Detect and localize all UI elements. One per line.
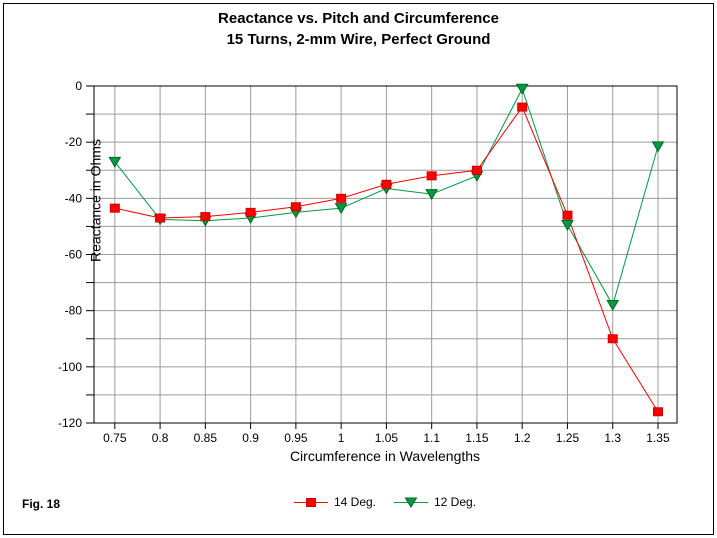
legend-marker-14-deg bbox=[305, 497, 316, 507]
x-tick-label: 0.95 bbox=[284, 431, 308, 445]
y-tick-label: -60 bbox=[65, 248, 83, 262]
chart-title: Reactance vs. Pitch and Circumference 15… bbox=[0, 8, 717, 50]
legend-swatch-14-deg bbox=[293, 497, 328, 507]
series-14-deg-marker bbox=[109, 203, 120, 213]
chart-title-line2: 15 Turns, 2-mm Wire, Perfect Ground bbox=[226, 31, 491, 48]
series-14-deg-marker bbox=[471, 165, 482, 175]
x-axis-title: Circumference in Wavelengths bbox=[289, 448, 481, 464]
legend: 14 Deg. 12 Deg. bbox=[293, 495, 476, 509]
x-tick-label: 0.8 bbox=[152, 431, 169, 445]
y-tick-label: -100 bbox=[58, 360, 82, 374]
x-tick-label: 0.85 bbox=[194, 431, 218, 445]
plot-border bbox=[93, 85, 678, 424]
series-14-deg-marker bbox=[607, 334, 618, 344]
x-tick-label: 0.9 bbox=[242, 431, 259, 445]
y-tick-label: -20 bbox=[65, 135, 83, 149]
x-tick-label: 1.2 bbox=[514, 431, 531, 445]
series-14-deg-marker bbox=[426, 171, 437, 181]
chart-title-line1: Reactance vs. Pitch and Circumference bbox=[218, 10, 499, 27]
y-tick-label: -80 bbox=[65, 304, 83, 318]
legend-swatch-12-deg bbox=[394, 497, 428, 508]
legend-label-12-deg: 12 Deg. bbox=[434, 495, 477, 509]
y-tick-label: -120 bbox=[58, 416, 82, 430]
x-tick-label: 1.05 bbox=[375, 431, 399, 445]
x-tick-label: 1.3 bbox=[604, 431, 621, 445]
series-12-deg-marker bbox=[651, 141, 665, 153]
series-14-deg-marker bbox=[290, 202, 301, 212]
series-12-deg-marker bbox=[425, 189, 439, 201]
series-12-deg-marker bbox=[561, 220, 574, 232]
series-14-deg-marker bbox=[562, 210, 573, 220]
series-14-deg-marker bbox=[155, 213, 166, 223]
x-tick-label: 1.1 bbox=[423, 431, 440, 445]
y-tick-label: -40 bbox=[65, 191, 83, 205]
x-tick-label: 1.15 bbox=[465, 431, 489, 445]
x-tick-label: 0.75 bbox=[103, 431, 127, 445]
x-tick-label: 1 bbox=[338, 431, 345, 445]
series-14-deg-marker bbox=[200, 212, 211, 222]
series-12-deg-marker bbox=[108, 156, 122, 168]
y-axis-title: Reactance in Ohms bbox=[87, 139, 104, 262]
series-14-deg-marker bbox=[336, 193, 347, 203]
legend-item-12-deg: 12 Deg. bbox=[394, 495, 476, 509]
series-12-deg-marker bbox=[515, 83, 529, 95]
series-14-deg-marker bbox=[245, 207, 256, 217]
figure-label: Fig. 18 bbox=[22, 497, 61, 511]
x-tick-label: 1.25 bbox=[556, 431, 580, 445]
series-14-deg-marker bbox=[652, 407, 663, 417]
x-tick-label: 1.35 bbox=[646, 431, 670, 445]
legend-item-14-deg: 14 Deg. bbox=[293, 495, 376, 509]
legend-marker-12-deg bbox=[404, 497, 418, 508]
y-tick-label: 0 bbox=[75, 79, 82, 93]
series-14-deg-marker bbox=[381, 179, 392, 189]
legend-label-14-deg: 14 Deg. bbox=[333, 495, 376, 509]
series-12-deg-marker bbox=[334, 203, 348, 215]
series-12-deg-marker bbox=[606, 300, 620, 312]
series-14-deg-marker bbox=[517, 102, 528, 112]
